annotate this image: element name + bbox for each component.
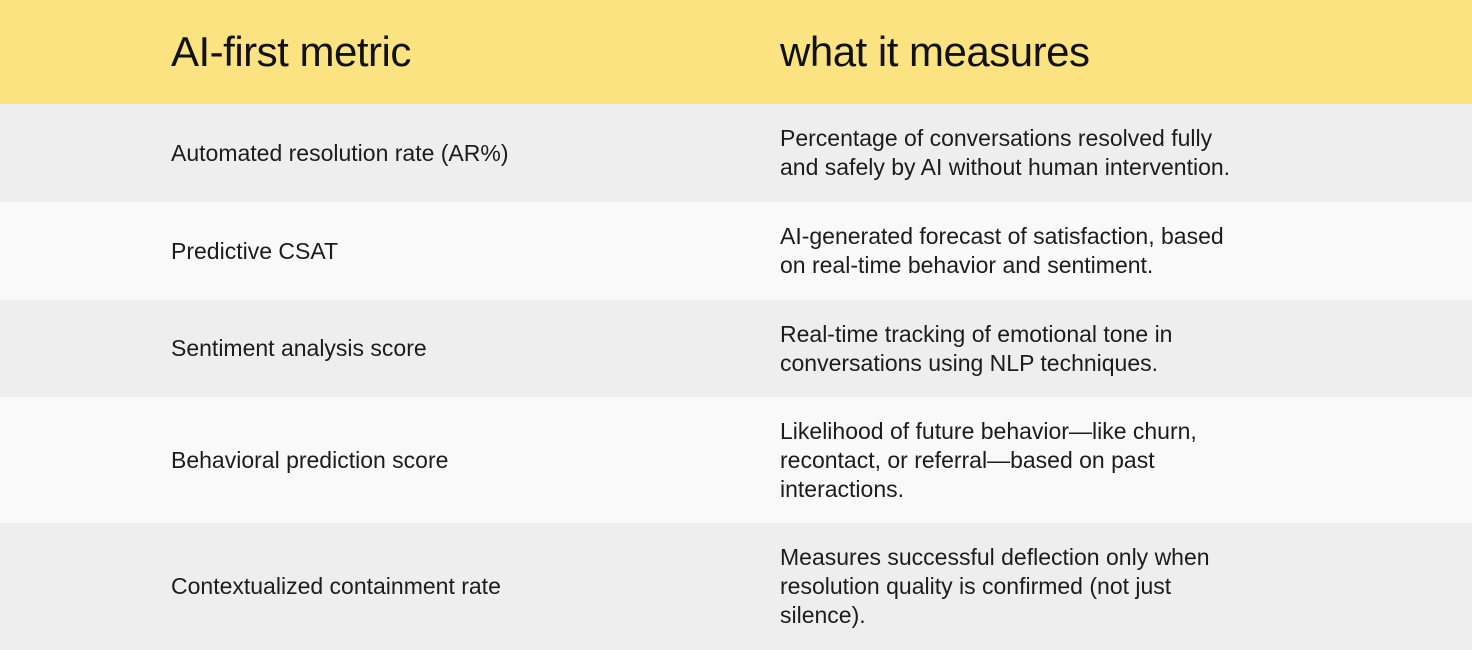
metric-cell: Automated resolution rate (AR%): [0, 104, 736, 202]
header-label-measures: what it measures: [780, 28, 1090, 75]
metric-label: Behavioral prediction score: [171, 446, 449, 473]
metric-label: Predictive CSAT: [171, 237, 339, 264]
description-text: Likelihood of future behavior—like churn…: [780, 417, 1197, 502]
metric-cell: Predictive CSAT: [0, 202, 736, 300]
metric-cell: Contextualized containment rate: [0, 523, 736, 650]
description-text: Real-time tracking of emotional tone in …: [780, 320, 1173, 376]
table-row: Behavioral prediction score Likelihood o…: [0, 397, 1472, 523]
description-text: Measures successful deflection only when…: [780, 544, 1210, 628]
description-text: Percentage of conversations resolved ful…: [780, 125, 1231, 180]
description-cell: Percentage of conversations resolved ful…: [736, 104, 1472, 202]
description-cell: Real-time tracking of emotional tone in …: [736, 300, 1472, 397]
metric-label: Contextualized containment rate: [171, 573, 501, 599]
table-row: Sentiment analysis score Real-time track…: [0, 300, 1472, 397]
header-cell-metric: AI-first metric: [0, 0, 736, 104]
description-text: AI-generated forecast of satisfaction, b…: [780, 223, 1224, 278]
metric-label: Sentiment analysis score: [171, 335, 427, 361]
header-cell-measures: what it measures: [736, 0, 1472, 104]
table-header-row: AI-first metric what it measures: [0, 0, 1472, 104]
header-label-metric: AI-first metric: [171, 28, 411, 75]
description-cell: AI-generated forecast of satisfaction, b…: [736, 202, 1472, 300]
table-row: Automated resolution rate (AR%) Percenta…: [0, 104, 1472, 202]
metric-label: Automated resolution rate (AR%): [171, 139, 509, 166]
description-cell: Measures successful deflection only when…: [736, 523, 1472, 650]
table-row: Predictive CSAT AI-generated forecast of…: [0, 202, 1472, 300]
metric-cell: Behavioral prediction score: [0, 397, 736, 523]
metric-cell: Sentiment analysis score: [0, 300, 736, 397]
table-row: Contextualized containment rate Measures…: [0, 523, 1472, 650]
description-cell: Likelihood of future behavior—like churn…: [736, 397, 1472, 523]
